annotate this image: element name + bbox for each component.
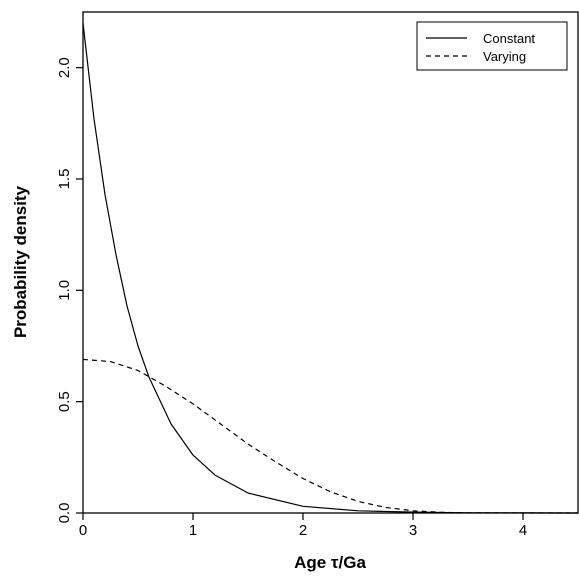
series-layer [82,23,579,514]
y-tick-label: 1.5 [56,169,73,190]
legend: Constant Varying [416,21,568,71]
y-tick-label: 2.0 [56,57,73,78]
legend-label-constant: Constant [483,31,535,46]
series-line-varying [82,358,578,514]
x-tick-label: 1 [189,522,197,539]
series-line-constant [82,23,579,514]
y-tick-label: 1.0 [56,280,73,301]
x-tick-label: 3 [409,522,417,539]
y-axis-label: Probability density [11,185,30,338]
x-axis-ticks: 0 1 2 3 4 [79,513,527,539]
x-axis-label: Age τ/Ga [294,553,366,572]
x-tick-label: 2 [299,522,307,539]
legend-box [416,21,568,71]
plot-frame [82,11,579,514]
legend-label-varying: Varying [483,49,526,64]
y-tick-label: 0.0 [56,503,73,524]
x-tick-label: 4 [519,522,527,539]
y-axis-ticks: 0.0 0.5 1.0 1.5 2.0 [56,57,83,523]
y-tick-label: 0.5 [56,391,73,412]
x-tick-label: 0 [79,522,87,539]
